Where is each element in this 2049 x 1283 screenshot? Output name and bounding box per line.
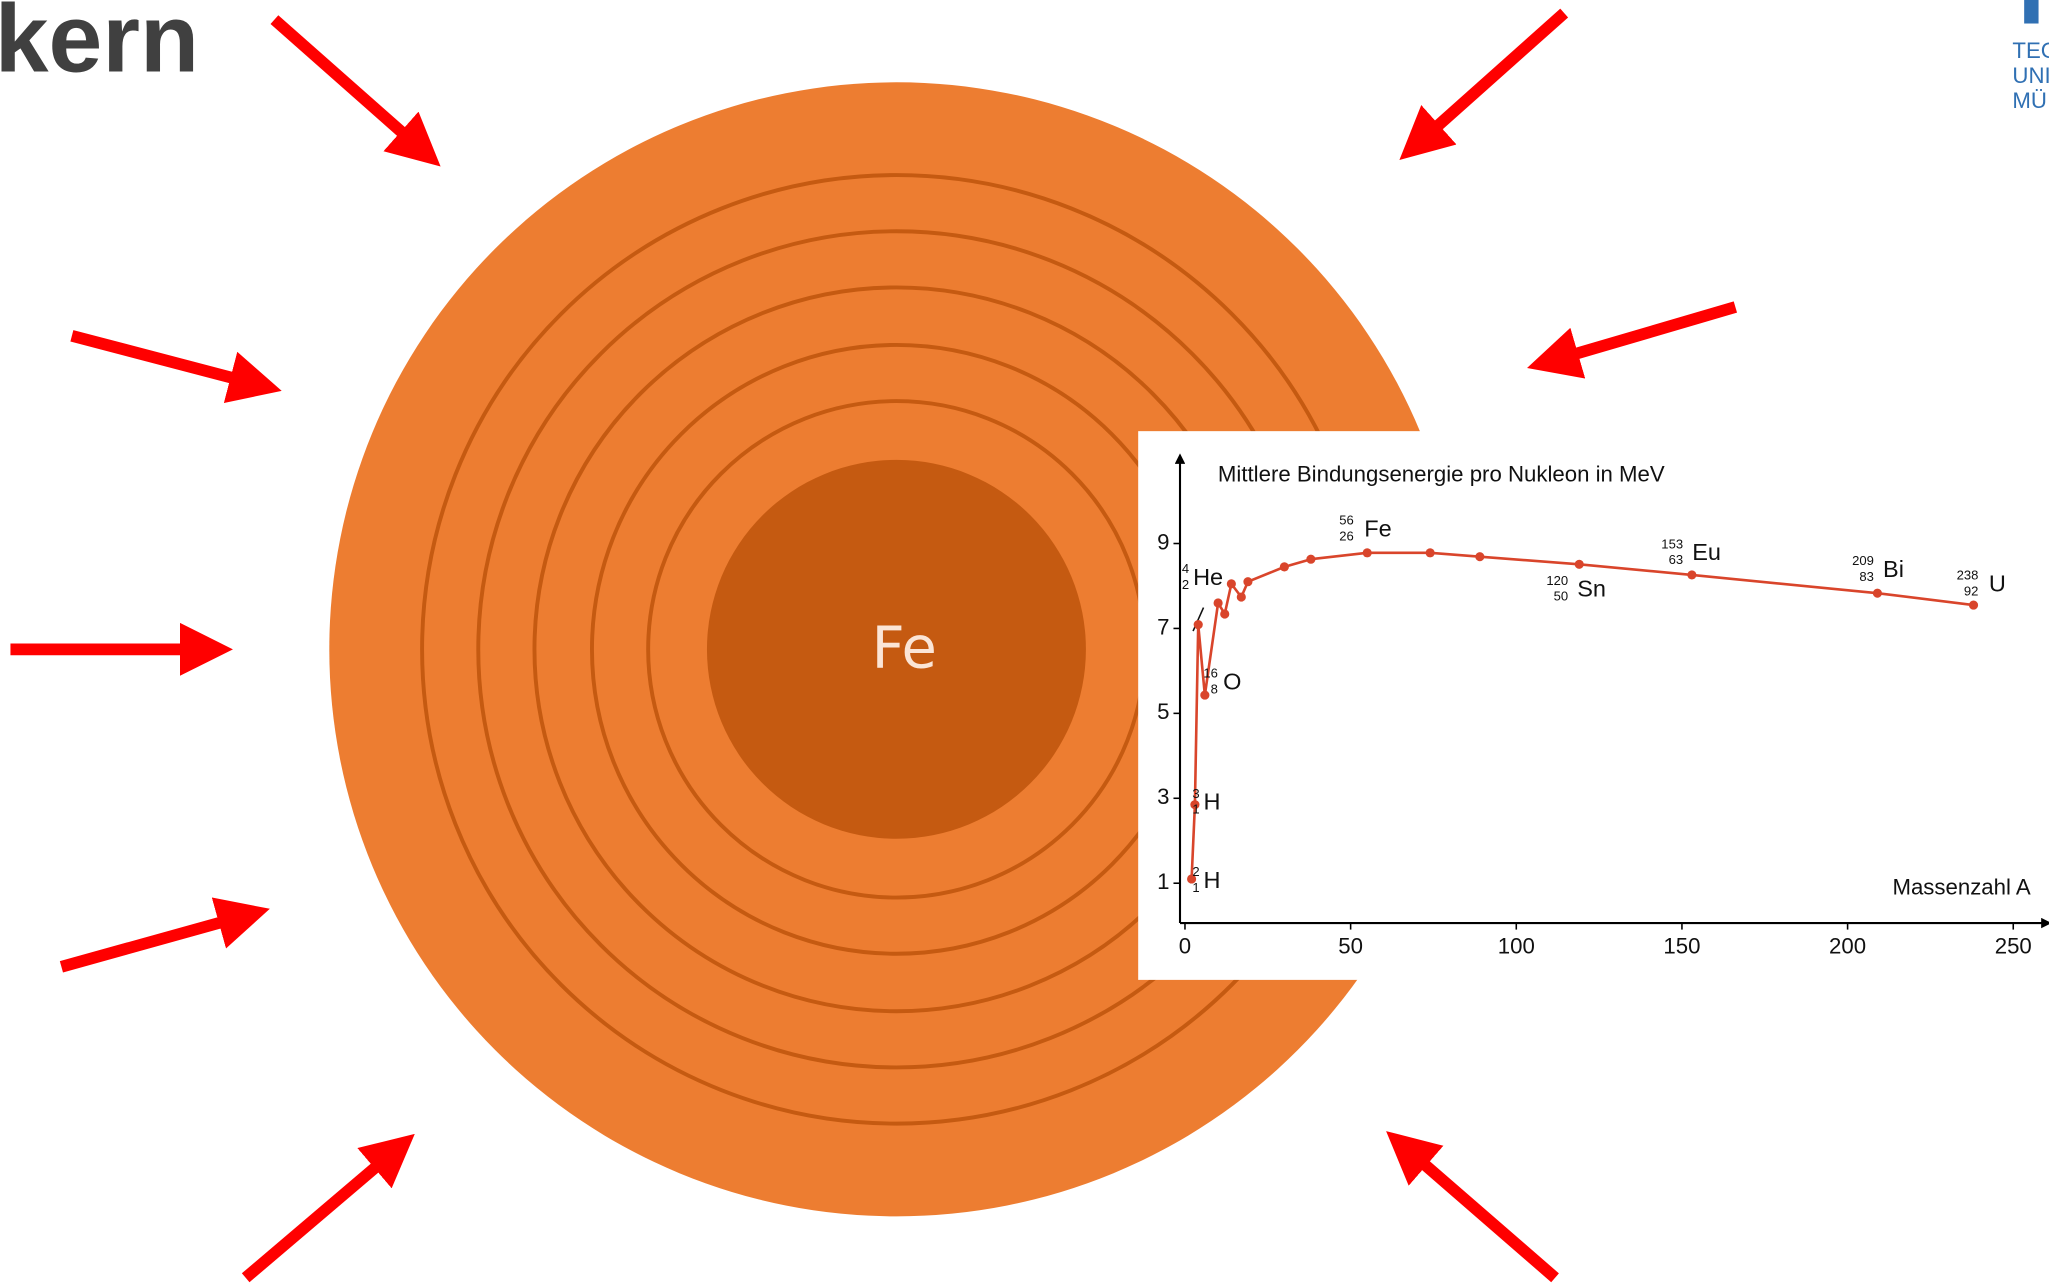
logo-text: MÜ — [2012, 88, 2047, 113]
data-point — [1575, 560, 1584, 569]
y-tick-label: 3 — [1157, 784, 1169, 809]
data-point — [1687, 570, 1696, 579]
annotation-charge: 92 — [1964, 583, 1979, 598]
data-point — [1220, 609, 1229, 618]
annotation-charge: 2 — [1182, 577, 1189, 592]
annotation-charge: 8 — [1211, 681, 1218, 696]
annotation-mass: 153 — [1661, 536, 1683, 551]
data-point — [1237, 592, 1246, 601]
annotation-symbol: Sn — [1577, 576, 1606, 602]
y-tick-label: 9 — [1157, 529, 1169, 554]
y-tick-label: 5 — [1157, 699, 1169, 724]
arrow — [1552, 307, 1735, 361]
annotation-mass: 209 — [1852, 553, 1874, 568]
data-point — [1280, 562, 1289, 571]
annotation-symbol: H — [1204, 867, 1221, 893]
annotation-symbol: Fe — [1364, 516, 1391, 542]
annotation-mass: 16 — [1203, 666, 1218, 681]
y-tick-label: 1 — [1157, 869, 1169, 894]
x-tick-label: 150 — [1663, 934, 1700, 959]
annotation-mass: 4 — [1182, 561, 1189, 576]
annotation-symbol: Bi — [1883, 556, 1904, 582]
data-point — [1426, 548, 1435, 557]
annotation-charge: 26 — [1339, 528, 1354, 543]
data-point — [1363, 548, 1372, 557]
data-point — [1475, 552, 1484, 561]
arrow — [1406, 1148, 1555, 1277]
annotation-charge: 1 — [1192, 801, 1199, 816]
annotation-mass: 238 — [1957, 568, 1979, 583]
arrow — [1419, 13, 1564, 142]
logo-bar — [2024, 0, 2038, 24]
annotation-charge: 50 — [1554, 589, 1569, 604]
annotation-charge: 83 — [1859, 569, 1874, 584]
annotation-mass: 3 — [1192, 786, 1199, 801]
logo-text: UNI — [2012, 63, 2049, 88]
data-point — [1194, 620, 1203, 629]
arrow — [274, 20, 420, 149]
data-point — [1969, 601, 1978, 610]
annotation-mass: 120 — [1546, 573, 1568, 588]
slide-title: kern — [0, 0, 199, 92]
data-point — [1873, 589, 1882, 598]
data-point — [1243, 577, 1252, 586]
annotation-symbol: H — [1204, 789, 1221, 815]
annotation-mass: 2 — [1192, 864, 1199, 879]
annotation-symbol: Eu — [1692, 539, 1721, 565]
data-point — [1214, 598, 1223, 607]
x-tick-label: 100 — [1498, 934, 1535, 959]
y-axis-label: Mittlere Bindungsenergie pro Nukleon in … — [1218, 461, 1665, 486]
core-label: Fe — [872, 615, 937, 682]
annotation-mass: 56 — [1339, 513, 1354, 528]
annotation-symbol: He — [1193, 564, 1223, 590]
data-point — [1306, 555, 1315, 564]
arrow — [72, 336, 256, 384]
arrow — [61, 916, 244, 967]
x-tick-label: 50 — [1338, 934, 1363, 959]
annotation-charge: 63 — [1669, 552, 1684, 567]
annotation-charge: 1 — [1192, 880, 1199, 895]
arrow — [246, 1151, 395, 1278]
data-point — [1227, 579, 1236, 588]
x-tick-label: 250 — [1995, 934, 2032, 959]
x-tick-label: 200 — [1829, 934, 1866, 959]
slide: kern TEC UNI MÜ Fe Mittlere Bindungsener… — [0, 0, 2049, 1283]
data-point — [1200, 691, 1209, 700]
annotation-symbol: U — [1989, 571, 2006, 597]
annotation-symbol: O — [1223, 669, 1241, 695]
x-axis-label: Massenzahl A — [1892, 874, 2030, 899]
y-tick-label: 7 — [1157, 614, 1169, 639]
x-tick-label: 0 — [1179, 934, 1191, 959]
logo-text: TEC — [2012, 38, 2049, 63]
